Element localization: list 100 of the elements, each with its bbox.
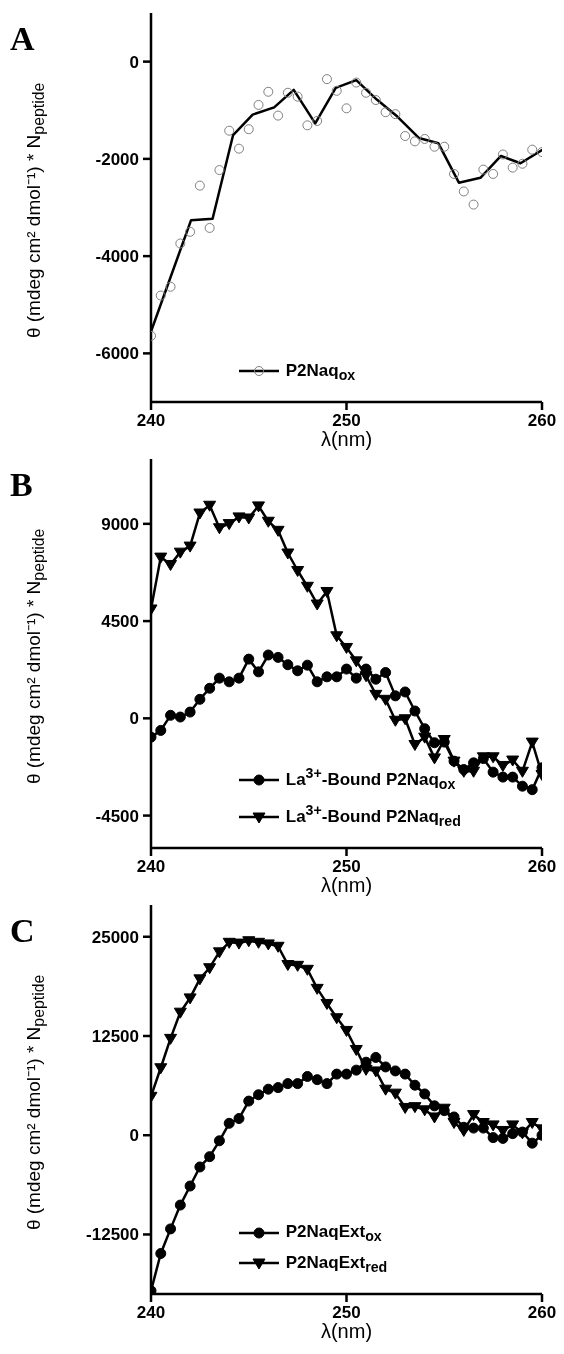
point (419, 1088, 431, 1100)
point (380, 107, 391, 118)
point (301, 659, 313, 671)
point (350, 672, 362, 684)
legend-label: La$^{3+}$-Bound P2Naq$_{ox}$ (285, 764, 456, 792)
point (359, 1064, 373, 1076)
point (213, 1135, 225, 1147)
point (224, 125, 235, 136)
point (320, 998, 334, 1010)
point (350, 1064, 362, 1076)
point (507, 771, 519, 783)
point (242, 936, 256, 948)
point (291, 566, 305, 578)
point (419, 133, 430, 144)
point (370, 673, 382, 685)
point (427, 753, 441, 765)
point (379, 694, 393, 706)
point (282, 1078, 294, 1090)
point (184, 706, 196, 718)
legend-label: P2NaqExt$_{red}$ (285, 1252, 388, 1275)
point (253, 1089, 265, 1101)
point (282, 659, 294, 671)
y-tick-label: -6000 (95, 344, 139, 364)
point (408, 739, 422, 751)
point (468, 757, 480, 769)
point (222, 519, 236, 531)
point (311, 676, 323, 688)
y-tick-label: -4000 (95, 247, 139, 267)
point (173, 1007, 187, 1019)
y-tick-label: 0 (129, 1126, 139, 1146)
point (204, 1151, 216, 1163)
point (233, 672, 245, 684)
point (349, 1044, 363, 1056)
point (321, 1078, 333, 1090)
point (390, 109, 401, 120)
x-axis-title: λ(nm) (320, 1320, 373, 1342)
point (361, 87, 372, 98)
point (525, 737, 539, 749)
point (165, 1223, 177, 1235)
point (272, 1082, 284, 1094)
point (263, 86, 274, 97)
point (320, 586, 334, 598)
point (261, 516, 275, 528)
point (468, 199, 479, 210)
point (212, 947, 226, 959)
point (429, 141, 440, 152)
point (331, 85, 342, 96)
point (359, 671, 373, 683)
point (331, 1068, 343, 1080)
point (261, 939, 275, 951)
point (214, 165, 225, 176)
point (312, 115, 323, 126)
point (418, 732, 432, 744)
point (517, 158, 528, 169)
point (203, 963, 217, 975)
point (330, 631, 344, 643)
point (273, 110, 284, 121)
point (478, 164, 489, 175)
point (164, 559, 178, 571)
point (262, 649, 274, 661)
point (398, 1102, 412, 1114)
point (173, 547, 187, 559)
point (467, 1110, 481, 1122)
legend-label: P2Naq$_{ox}$ (285, 360, 356, 383)
x-tick-label: 240 (136, 1303, 166, 1323)
point (155, 724, 167, 736)
point (388, 715, 402, 727)
point (243, 124, 254, 135)
point (388, 1088, 402, 1100)
point (165, 281, 176, 292)
point (253, 666, 265, 678)
point (447, 1118, 461, 1130)
point (457, 1125, 471, 1137)
point (467, 766, 481, 778)
point (526, 784, 538, 796)
point (310, 983, 324, 995)
point (155, 1248, 167, 1260)
point (174, 1199, 186, 1211)
point (400, 131, 411, 142)
point (497, 771, 509, 783)
point (487, 766, 499, 778)
point (213, 672, 225, 684)
point (506, 755, 520, 767)
point (193, 508, 207, 520)
y-tick-label: 9000 (101, 514, 139, 534)
point (232, 938, 246, 950)
y-tick-label: 0 (129, 709, 139, 729)
point (184, 1180, 196, 1192)
point (292, 1078, 304, 1090)
point (428, 737, 440, 749)
point (418, 1105, 432, 1117)
x-tick-label: 260 (527, 411, 557, 431)
point (300, 581, 314, 593)
point (262, 1083, 274, 1095)
point (185, 226, 196, 237)
point (175, 238, 186, 249)
point (486, 752, 500, 764)
point (252, 937, 266, 949)
x-axis-title: λ(nm) (320, 874, 373, 896)
point (409, 136, 420, 147)
